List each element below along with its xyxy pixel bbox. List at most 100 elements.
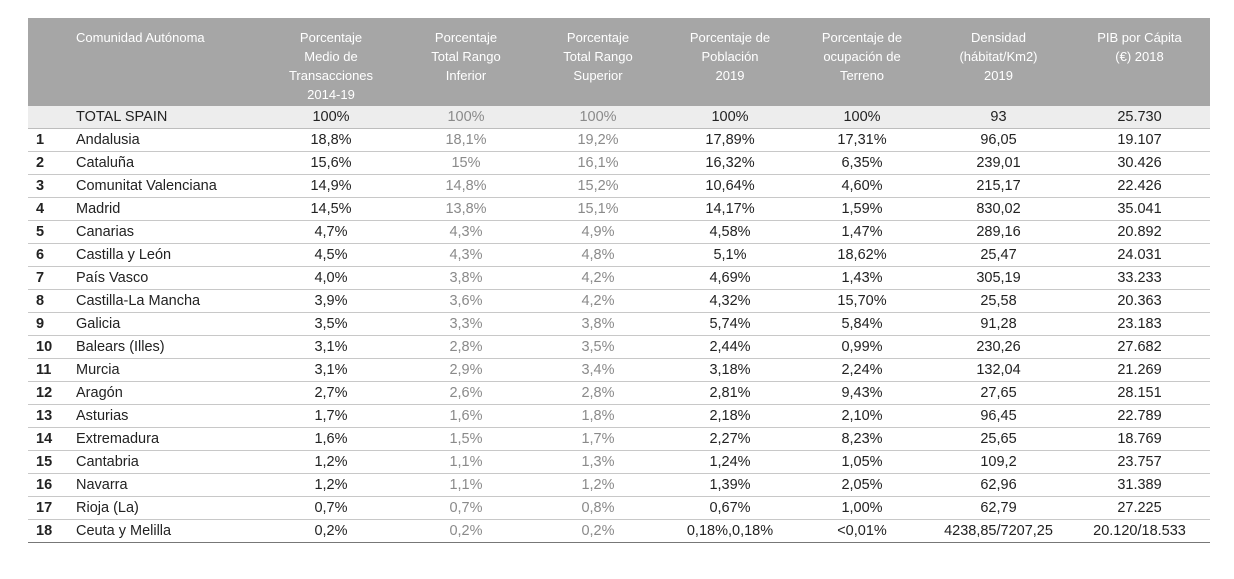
total-cell: 100% — [262, 106, 400, 129]
value-cell: 19.107 — [1069, 128, 1210, 152]
region-cell: Madrid — [66, 197, 262, 221]
value-cell: 1,2% — [532, 473, 664, 497]
regions-table: Comunidad Autónoma Porcentaje Medio de T… — [28, 18, 1210, 543]
header-row: Comunidad Autónoma Porcentaje Medio de T… — [28, 18, 1210, 106]
value-cell: 15,70% — [796, 289, 928, 313]
value-cell: 0,99% — [796, 335, 928, 359]
value-cell: 4,2% — [532, 289, 664, 313]
value-cell: 33.233 — [1069, 266, 1210, 290]
value-cell: 15,6% — [262, 151, 400, 175]
rank-cell: 5 — [28, 220, 66, 244]
value-cell: 24.031 — [1069, 243, 1210, 267]
table-row: 1 Andalusia 18,8% 18,1% 19,2% 17,89% 17,31% 96,… — [28, 128, 1210, 152]
value-cell: 25,58 — [928, 289, 1069, 313]
value-cell: 28.151 — [1069, 381, 1210, 405]
table-row: 14 Extremadura 1,6% 1,5% 1,7% 2,27% 8,23% 25,65… — [28, 427, 1210, 451]
value-cell: 27.225 — [1069, 496, 1210, 520]
value-cell: 4,3% — [400, 243, 532, 267]
value-cell: 27,65 — [928, 381, 1069, 405]
total-row: TOTAL SPAIN 100% 100% 100% 100% 100% 93 … — [28, 106, 1210, 129]
value-cell: 18,8% — [262, 128, 400, 152]
region-cell: Asturias — [66, 404, 262, 428]
region-cell: Murcia — [66, 358, 262, 382]
rank-cell: 10 — [28, 335, 66, 359]
rank-cell: 11 — [28, 358, 66, 382]
value-cell: 1,59% — [796, 197, 928, 221]
table-row: 9 Galicia 3,5% 3,3% 3,8% 5,74% 5,84% 91,28 23.18… — [28, 312, 1210, 336]
value-cell: 3,5% — [532, 335, 664, 359]
table-row: 10 Balears (Illes) 3,1% 2,8% 3,5% 2,44% 0,99% 2… — [28, 335, 1210, 359]
value-cell: 1,1% — [400, 450, 532, 474]
value-cell: 0,2% — [262, 519, 400, 543]
value-cell: 3,18% — [664, 358, 796, 382]
region-cell: Andalusia — [66, 128, 262, 152]
value-cell: 0,67% — [664, 496, 796, 520]
region-cell: Castilla y León — [66, 243, 262, 267]
region-cell: Castilla-La Mancha — [66, 289, 262, 313]
value-cell: 2,44% — [664, 335, 796, 359]
table-row: 2 Cataluña 15,6% 15% 16,1% 16,32% 6,35% 239,01 3… — [28, 151, 1210, 175]
value-cell: 1,2% — [262, 450, 400, 474]
header-region: Comunidad Autónoma — [66, 18, 262, 106]
value-cell: 25,47 — [928, 243, 1069, 267]
region-cell: Ceuta y Melilla — [66, 519, 262, 543]
header-rank — [28, 18, 66, 106]
region-cell: Extremadura — [66, 427, 262, 451]
table-row: 7 País Vasco 4,0% 3,8% 4,2% 4,69% 1,43% 305,19 3… — [28, 266, 1210, 290]
data-table-container: Comunidad Autónoma Porcentaje Medio de T… — [28, 18, 1210, 543]
value-cell: 10,64% — [664, 174, 796, 198]
region-cell: Comunitat Valenciana — [66, 174, 262, 198]
value-cell: 18,62% — [796, 243, 928, 267]
rank-cell: 13 — [28, 404, 66, 428]
value-cell: 2,27% — [664, 427, 796, 451]
rank-cell: 2 — [28, 151, 66, 175]
value-cell: 4,3% — [400, 220, 532, 244]
table-row: 4 Madrid 14,5% 13,8% 15,1% 14,17% 1,59% 830,02 3… — [28, 197, 1210, 221]
value-cell: 2,8% — [532, 381, 664, 405]
value-cell: 3,6% — [400, 289, 532, 313]
value-cell: 0,7% — [400, 496, 532, 520]
value-cell: 1,2% — [262, 473, 400, 497]
value-cell: 2,05% — [796, 473, 928, 497]
value-cell: 4,8% — [532, 243, 664, 267]
value-cell: 31.389 — [1069, 473, 1210, 497]
value-cell: 5,84% — [796, 312, 928, 336]
rank-cell: 15 — [28, 450, 66, 474]
value-cell: 830,02 — [928, 197, 1069, 221]
value-cell: 305,19 — [928, 266, 1069, 290]
value-cell: 1,39% — [664, 473, 796, 497]
value-cell: 2,10% — [796, 404, 928, 428]
value-cell: 4,7% — [262, 220, 400, 244]
table-row: 13 Asturias 1,7% 1,6% 1,8% 2,18% 2,10% 96,45 22.… — [28, 404, 1210, 428]
value-cell: 0,2% — [532, 519, 664, 543]
value-cell: 0,2% — [400, 519, 532, 543]
value-cell: 2,7% — [262, 381, 400, 405]
region-cell: Galicia — [66, 312, 262, 336]
table-row: 5 Canarias 4,7% 4,3% 4,9% 4,58% 1,47% 289,16 20.… — [28, 220, 1210, 244]
value-cell: 3,4% — [532, 358, 664, 382]
rank-cell: 8 — [28, 289, 66, 313]
value-cell: 96,45 — [928, 404, 1069, 428]
value-cell: 2,6% — [400, 381, 532, 405]
table-row: 15 Cantabria 1,2% 1,1% 1,3% 1,24% 1,05% 109,2 23… — [28, 450, 1210, 474]
value-cell: 62,79 — [928, 496, 1069, 520]
value-cell: 3,8% — [400, 266, 532, 290]
value-cell: 1,47% — [796, 220, 928, 244]
header-population: Porcentaje de Población 2019 — [664, 18, 796, 106]
value-cell: 1,7% — [262, 404, 400, 428]
value-cell: 3,3% — [400, 312, 532, 336]
rank-cell: 3 — [28, 174, 66, 198]
value-cell: 1,5% — [400, 427, 532, 451]
value-cell: 1,00% — [796, 496, 928, 520]
value-cell: 4,60% — [796, 174, 928, 198]
region-cell: País Vasco — [66, 266, 262, 290]
table-row: 8 Castilla-La Mancha 3,9% 3,6% 4,2% 4,32% 15,7… — [28, 289, 1210, 313]
value-cell: <0,01% — [796, 519, 928, 543]
rank-cell: 7 — [28, 266, 66, 290]
value-cell: 0,7% — [262, 496, 400, 520]
value-cell: 5,1% — [664, 243, 796, 267]
value-cell: 15,1% — [532, 197, 664, 221]
total-cell: 93 — [928, 106, 1069, 129]
total-label: TOTAL SPAIN — [66, 106, 262, 129]
value-cell: 3,5% — [262, 312, 400, 336]
